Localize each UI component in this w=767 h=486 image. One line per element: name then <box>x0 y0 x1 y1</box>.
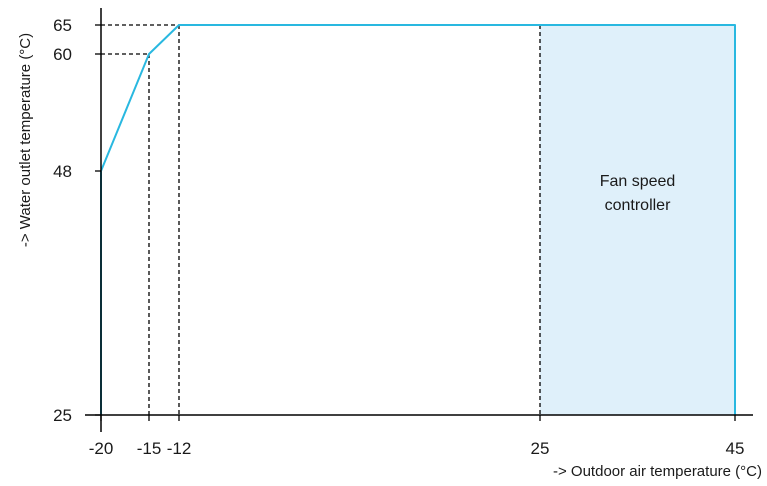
y-tick-label: 65 <box>53 16 72 35</box>
y-tick-label: 48 <box>53 162 72 181</box>
y-tick-label: 60 <box>53 45 72 64</box>
region-label-line: controller <box>605 197 671 214</box>
x-tick-label: 25 <box>531 439 550 458</box>
x-tick-label: 45 <box>726 439 745 458</box>
tick-labels: -20 -15 -12 25 45 25 48 60 65 <box>53 16 744 458</box>
x-axis-label: -> Outdoor air temperature (°C) <box>553 463 762 480</box>
reference-lines <box>101 24 541 415</box>
fan-speed-region <box>540 25 735 415</box>
x-tick-label: -20 <box>89 439 114 458</box>
y-axis-label: -> Water outlet temperature (°C) <box>17 33 34 247</box>
region-layer: Fan speed controller <box>540 25 735 415</box>
x-tick-label: -15 <box>137 439 162 458</box>
region-label-line: Fan speed <box>600 173 676 190</box>
fan-speed-region-label: Fan speed controller <box>600 173 676 214</box>
y-tick-label: 25 <box>53 406 72 425</box>
x-tick-label: -12 <box>167 439 192 458</box>
axes <box>85 8 753 432</box>
